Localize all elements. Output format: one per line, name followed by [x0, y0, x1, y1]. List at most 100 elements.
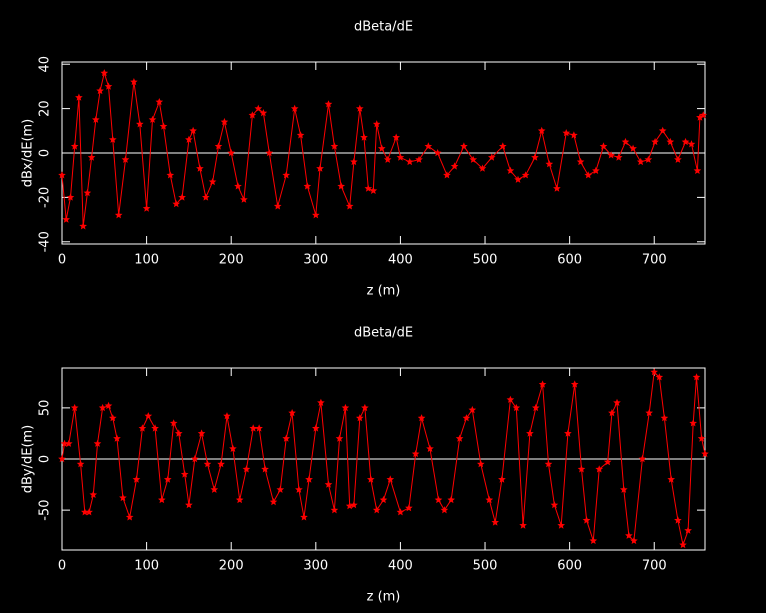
star-marker [460, 142, 468, 150]
star-marker [197, 429, 206, 437]
star-marker [645, 409, 653, 417]
star-marker [180, 470, 189, 478]
x-tick-label: 700 [642, 253, 667, 268]
star-marker [684, 526, 692, 534]
star-marker [521, 171, 530, 179]
star-marker [415, 155, 423, 163]
star-marker [158, 495, 166, 504]
x-tick-label: 600 [557, 559, 582, 574]
star-marker [114, 211, 123, 219]
star-marker [545, 160, 554, 168]
star-marker [172, 200, 180, 208]
star-marker [240, 195, 248, 203]
star-marker [214, 142, 223, 150]
star-marker [378, 144, 386, 152]
star-marker [148, 115, 157, 123]
x-tick-label: 300 [303, 559, 328, 574]
star-marker [202, 193, 210, 201]
star-marker [687, 140, 696, 148]
star-marker [592, 166, 600, 174]
star-marker [227, 149, 235, 157]
star-marker [570, 131, 578, 139]
star-marker [544, 460, 553, 468]
star-marker [564, 429, 572, 437]
star-marker [155, 98, 164, 106]
star-marker [499, 142, 507, 150]
star-marker [208, 177, 217, 186]
star-marker [424, 142, 433, 150]
star-marker [666, 137, 675, 146]
star-marker [324, 480, 333, 488]
star-marker [305, 475, 313, 483]
star-marker [392, 133, 400, 141]
star-marker [96, 86, 104, 95]
star-marker [119, 493, 127, 502]
star-marker [701, 449, 709, 458]
star-marker [667, 475, 675, 483]
star-marker [607, 151, 615, 159]
x-axis-label: z (m) [367, 590, 401, 605]
star-marker [189, 126, 197, 134]
star-marker [223, 412, 231, 420]
star-marker [330, 506, 339, 514]
star-marker [693, 166, 702, 174]
star-marker [369, 186, 378, 194]
star-marker [125, 513, 134, 521]
star-marker [254, 104, 263, 112]
star-marker [210, 485, 219, 493]
star-marker [697, 434, 706, 442]
star-marker [614, 153, 623, 161]
star-marker [337, 182, 345, 190]
star-marker [312, 211, 320, 219]
star-marker [109, 414, 117, 422]
star-marker [130, 78, 138, 86]
star-marker [83, 189, 92, 197]
star-marker [364, 184, 373, 192]
star-marker [350, 501, 358, 509]
star-marker [317, 398, 325, 406]
star-marker [434, 495, 443, 504]
star-marker [519, 521, 527, 529]
star-marker [282, 434, 290, 442]
chart-title: dBeta/dE [354, 326, 413, 341]
star-marker [699, 111, 708, 119]
star-marker [104, 82, 113, 90]
x-tick-label: 600 [557, 253, 582, 268]
star-marker [361, 403, 369, 412]
star-marker [526, 429, 534, 437]
star-marker [636, 157, 645, 166]
star-marker [185, 501, 193, 509]
star-marker [674, 516, 682, 524]
star-marker [405, 157, 414, 166]
star-marker [498, 475, 506, 483]
star-marker [621, 137, 630, 146]
star-marker [248, 111, 257, 119]
y-tick-label: 40 [38, 56, 53, 73]
star-marker [345, 502, 354, 510]
x-tick-label: 400 [388, 253, 413, 268]
star-marker [577, 465, 586, 473]
star-marker [242, 465, 251, 473]
chart-title: dBeta/dE [354, 20, 413, 35]
star-marker [62, 215, 70, 223]
star-marker [295, 485, 303, 493]
star-marker [356, 414, 364, 422]
star-marker [87, 153, 96, 161]
star-marker [506, 395, 515, 403]
star-marker [608, 409, 616, 417]
star-marker [696, 113, 704, 121]
star-marker [58, 171, 66, 179]
star-marker [360, 133, 368, 141]
star-marker [629, 144, 637, 152]
star-marker [144, 412, 153, 420]
star-marker [650, 368, 658, 376]
star-marker [89, 490, 98, 498]
star-marker [532, 403, 540, 412]
star-marker [136, 120, 144, 128]
star-marker [282, 171, 290, 179]
star-marker [447, 495, 455, 504]
star-marker [356, 104, 364, 112]
star-marker [296, 131, 305, 139]
x-tick-label: 200 [219, 559, 244, 574]
star-marker [60, 439, 69, 447]
